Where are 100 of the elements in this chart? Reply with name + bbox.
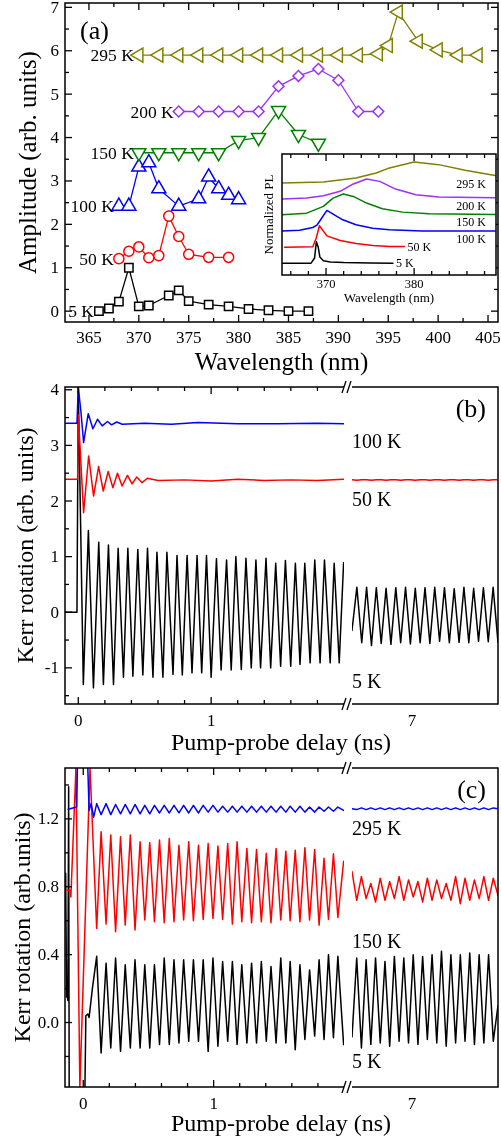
point [250, 132, 267, 147]
point [170, 147, 187, 162]
point [349, 47, 364, 63]
point [169, 47, 184, 63]
point [103, 303, 114, 314]
point [229, 47, 244, 63]
point [151, 147, 167, 162]
x-tick-label: 385 [275, 328, 302, 347]
point [469, 47, 483, 63]
y-tick-label: 0.4 [37, 945, 60, 965]
series-label: 100 K [456, 231, 487, 246]
point [269, 47, 284, 63]
x-tick-label: 370 [126, 328, 152, 347]
point [379, 37, 394, 54]
y-tick-label: 0 [50, 602, 59, 622]
point [202, 251, 215, 264]
y-tick-label: 0.0 [37, 1013, 59, 1033]
point [329, 47, 344, 63]
point [449, 47, 463, 63]
x-axis-title: Pump-probe delay (ns) [171, 729, 391, 755]
y-tick-label: 4 [50, 128, 60, 148]
y-tick-label: 0.8 [37, 877, 59, 897]
x-axis-title: Pump-probe delay (ns) [171, 1110, 391, 1136]
point [272, 80, 285, 93]
point [283, 306, 294, 317]
point [270, 105, 287, 120]
series-label: 295 K [90, 45, 135, 66]
x-axis-title: Wavelength (nm) [194, 348, 369, 376]
point [113, 252, 125, 265]
series-label: 150 K [456, 215, 487, 230]
point [352, 105, 365, 118]
y-tick-label: 4 [50, 380, 60, 400]
point [113, 296, 124, 307]
point [173, 285, 184, 296]
series-label: 5 K [352, 1049, 382, 1072]
point [372, 105, 385, 118]
point [190, 147, 207, 162]
series-label: 100 K [70, 196, 115, 217]
series-label: 50 K [407, 239, 432, 254]
series-label: 150 K [352, 930, 402, 953]
y-tick-label: 1 [50, 258, 59, 278]
point [143, 251, 155, 264]
point [143, 300, 154, 311]
point [210, 147, 227, 162]
point [309, 47, 324, 63]
point [290, 129, 307, 144]
x-tick-label: 395 [375, 328, 401, 347]
point [369, 46, 384, 62]
series-label: 150 K [90, 142, 135, 163]
x-tick-label: 390 [325, 328, 352, 347]
y-tick-label: 6 [50, 41, 59, 61]
point [232, 105, 245, 118]
point [429, 42, 443, 58]
point [303, 306, 314, 317]
point [203, 299, 214, 310]
point [192, 105, 205, 118]
series-label: 200 K [456, 198, 487, 213]
text: 7 [407, 711, 417, 730]
x-tick-label: 380 [404, 277, 424, 291]
y-tick-label: 5 [50, 84, 59, 104]
chart-title: (b) [455, 394, 486, 423]
series-label: 295 K [352, 817, 402, 840]
y-axis-title: Normalized PL [260, 174, 276, 255]
point [312, 62, 325, 76]
y-tick-label: 2 [50, 214, 59, 234]
x-axis-title: Wavelength (nm) [343, 290, 435, 305]
point [183, 296, 194, 307]
series-label: 100 K [352, 429, 402, 452]
y-axis-title: Kerr rotation (arb. units) [12, 427, 38, 664]
point [292, 69, 305, 83]
y-tick-label: 2 [50, 491, 59, 511]
point [133, 241, 145, 253]
point [123, 245, 135, 258]
point [332, 74, 345, 87]
y-tick-label: -1 [44, 658, 59, 678]
point [93, 306, 104, 317]
point [209, 47, 224, 63]
y-tick-label: 1 [50, 547, 59, 567]
point [133, 301, 144, 312]
text: 7 [407, 1094, 417, 1113]
point [162, 210, 175, 222]
point [172, 230, 185, 243]
point [222, 251, 235, 264]
series-label: 50 K [352, 487, 392, 510]
point [230, 135, 247, 150]
point [289, 47, 304, 63]
point [409, 33, 423, 49]
series-label: 5 K [395, 256, 414, 271]
x-tick-label: 365 [76, 328, 102, 347]
x-tick-label: 400 [425, 328, 451, 347]
series-label: 5 K [352, 669, 382, 692]
x-tick-label: 375 [175, 328, 202, 347]
point [389, 4, 404, 20]
point [212, 105, 225, 118]
point [182, 248, 195, 261]
y-tick-label: 0 [50, 301, 59, 321]
line-series [65, 414, 344, 514]
point [252, 105, 265, 118]
point [152, 249, 165, 262]
series-label: 200 K [130, 101, 175, 122]
